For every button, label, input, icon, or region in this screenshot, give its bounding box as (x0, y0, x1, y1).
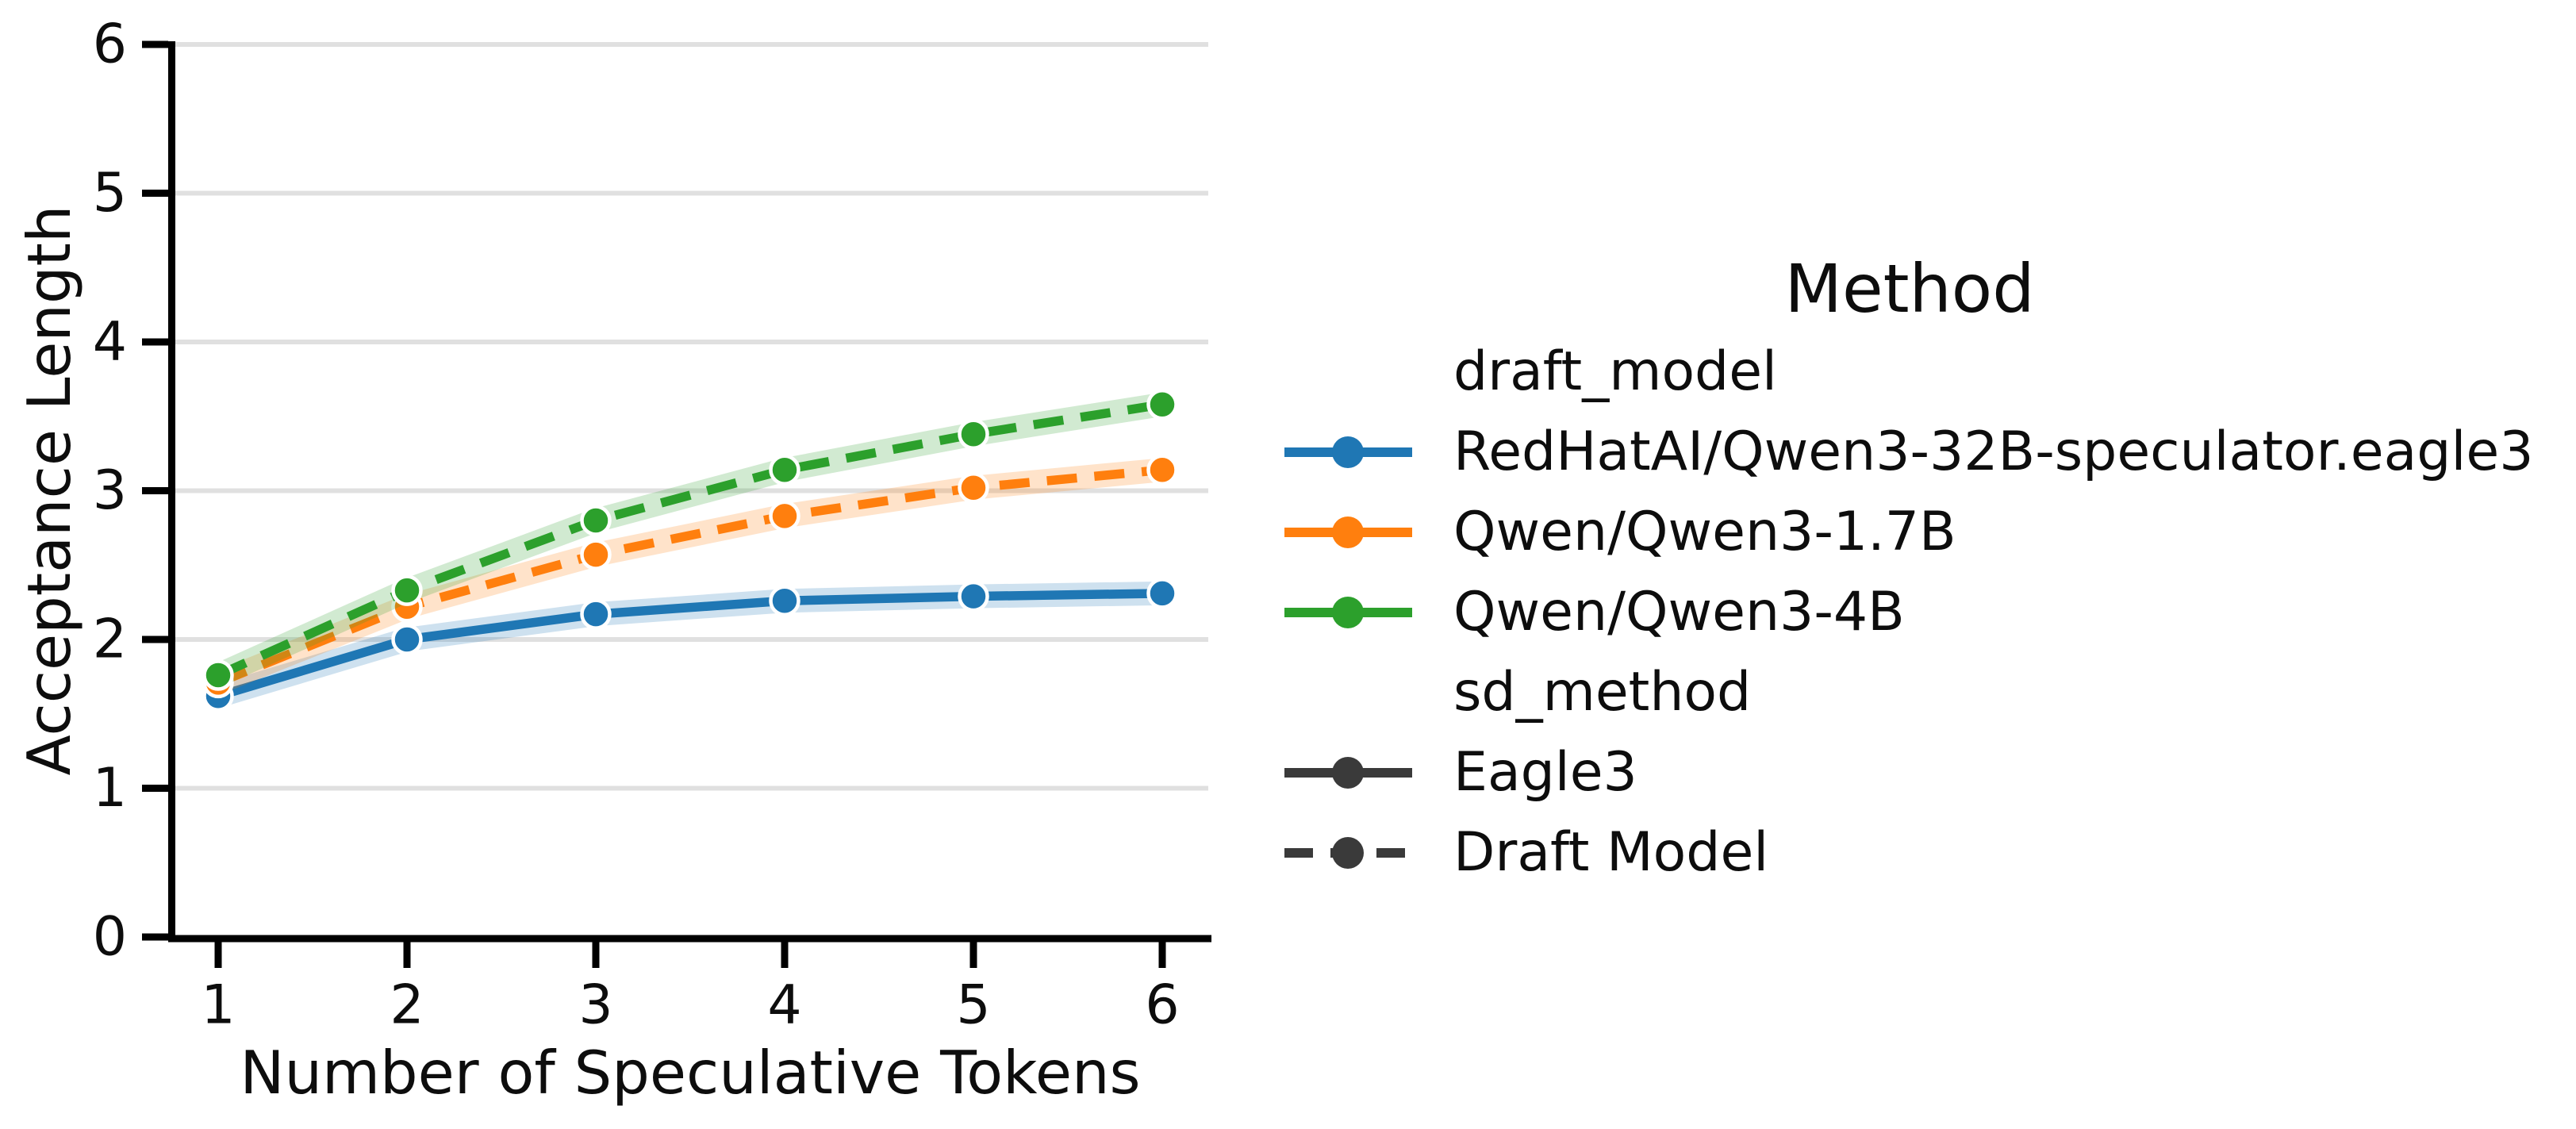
series-1-marker-x6 (1146, 454, 1178, 486)
series-1-marker-x5 (958, 472, 989, 504)
gridlines (175, 42, 1208, 791)
series-2-marker-x6 (1146, 389, 1178, 420)
series-line-1 (216, 465, 1163, 687)
y-tick-label-4: 4 (93, 311, 127, 374)
legend: Method draft_model RedHatAI/Qwen3-32B-sp… (1283, 252, 2536, 893)
legend-marker-dashed-gray-icon (1284, 836, 1412, 869)
series-0-marker-x3 (580, 598, 612, 630)
series-2-marker-x5 (958, 418, 989, 450)
legend-subheading-sd-method: sd_method (1283, 652, 2536, 732)
x-tick-label-1: 1 (201, 974, 235, 1037)
legend-item-label: Draft Model (1453, 820, 1769, 884)
legend-item-label: Eagle3 (1453, 740, 1637, 804)
legend-item-qwen3-4b: Qwen/Qwen3-4B (1283, 572, 2536, 652)
legend-subheading-label: sd_method (1453, 660, 1752, 724)
legend-item-draft-model: Draft Model (1283, 812, 2536, 893)
x-axis-label: Number of Speculative Tokens (240, 1038, 1140, 1108)
series-line-2 (216, 400, 1163, 680)
series-0-marker-x6 (1146, 578, 1178, 609)
y-tick-label-6: 6 (93, 13, 127, 76)
axes-spines (168, 41, 1211, 943)
series-1-marker-x4 (769, 500, 800, 532)
series-0-marker-x2 (391, 624, 423, 655)
legend-item-redhatai-speculator: RedHatAI/Qwen3-32B-speculator.eagle3 (1283, 412, 2536, 492)
legend-subheading-label: draft_model (1453, 340, 1777, 403)
series-2-marker-x3 (580, 505, 612, 536)
series-1-marker-x3 (580, 539, 612, 570)
legend-item-eagle3: Eagle3 (1283, 732, 2536, 812)
legend-title: Method (1784, 250, 2035, 328)
legend-item-label: Qwen/Qwen3-1.7B (1453, 500, 1956, 563)
y-tick-label-1: 1 (93, 757, 127, 820)
legend-marker-solid-gray-icon (1284, 756, 1412, 789)
legend-item-qwen3-1-7b: Qwen/Qwen3-1.7B (1283, 492, 2536, 572)
series-2-marker-x1 (202, 659, 234, 691)
x-tick-label-2: 2 (390, 974, 424, 1037)
x-tick-label-5: 5 (956, 974, 990, 1037)
legend-item-label: Qwen/Qwen3-4B (1453, 580, 1905, 643)
legend-marker-solid-blue-icon (1284, 436, 1412, 468)
data-series (202, 389, 1178, 712)
y-tick-label-2: 2 (93, 609, 127, 671)
legend-marker-solid-orange-icon (1284, 516, 1412, 548)
y-axis-label: Acceptance Length (14, 205, 84, 775)
y-tick-label-0: 0 (93, 906, 127, 969)
legend-item-label: RedHatAI/Qwen3-32B-speculator.eagle3 (1453, 420, 2534, 483)
legend-marker-solid-green-icon (1284, 596, 1412, 628)
x-tick-label-4: 4 (767, 974, 801, 1037)
axis-ticks: 0 1 2 3 4 5 6 1 2 3 4 5 6 (93, 13, 1180, 1037)
series-0-marker-x5 (958, 580, 989, 613)
y-tick-label-5: 5 (93, 162, 127, 225)
x-tick-label-3: 3 (578, 974, 612, 1037)
series-line-0 (217, 589, 1163, 701)
y-tick-label-3: 3 (93, 459, 127, 522)
x-tick-label-6: 6 (1145, 974, 1179, 1037)
series-2-marker-x4 (769, 454, 800, 486)
series-0-marker-x4 (769, 585, 800, 616)
series-2-marker-x2 (391, 574, 423, 606)
legend-subheading-draft-model: draft_model (1283, 332, 2536, 412)
